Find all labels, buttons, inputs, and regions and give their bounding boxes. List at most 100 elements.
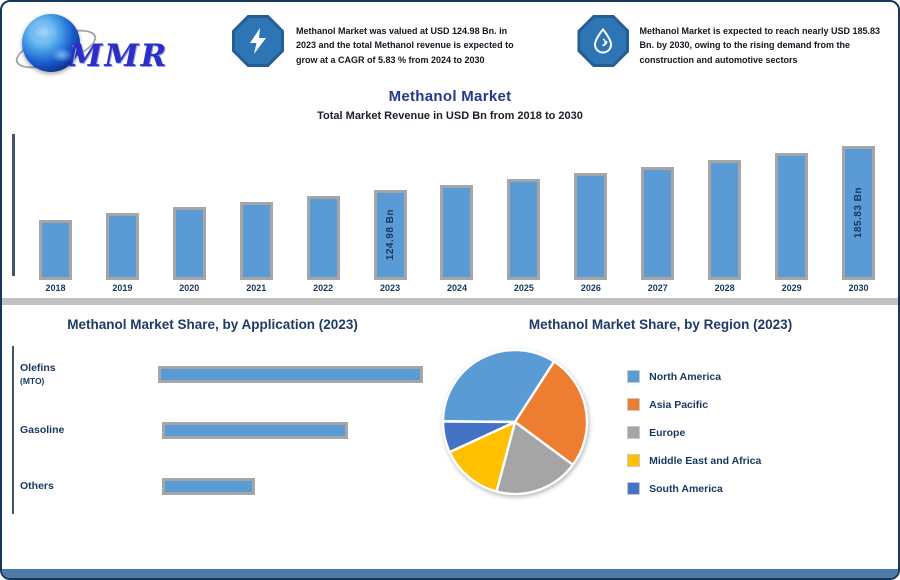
application-chart-title: Methanol Market Share, by Application (2…: [67, 317, 358, 332]
bar-2025: [507, 179, 541, 280]
bar-column-2019: 2019: [89, 130, 156, 296]
x-tick-label: 2020: [179, 283, 200, 293]
bar-column-2024: 2024: [424, 130, 491, 296]
x-tick-label: 2030: [848, 283, 869, 293]
pie-legend: North America Asia Pacific Europe Middle Ea…: [627, 370, 761, 510]
legend-swatch: [627, 454, 641, 467]
title-block: Methanol Market Total Market Revenue in …: [2, 88, 898, 122]
lightning-icon: [235, 18, 281, 64]
application-share-panel: Methanol Market Share, by Application (2…: [2, 313, 424, 522]
x-tick-label: 2027: [647, 283, 668, 293]
bar-2020: [172, 207, 206, 280]
footer-strip: [2, 569, 898, 578]
bar-2021: [239, 202, 273, 280]
hbar-3: [162, 477, 255, 495]
bar-column-2027: 2027: [624, 130, 691, 296]
bottom-section: Methanol Market Share, by Application (2…: [2, 313, 898, 522]
bar-column-2029: 2029: [758, 130, 825, 296]
legend-label: South America: [649, 482, 723, 495]
legend-swatch: [627, 426, 641, 439]
page-title: Methanol Market: [388, 88, 512, 105]
bar-2030: 185.83 Bn: [842, 146, 876, 280]
bar-column-2020: 2020: [156, 130, 223, 296]
bar-2018: [38, 220, 72, 280]
bar-value-label: 124.98 Bn: [384, 209, 396, 261]
application-bar-chart: Olefins (MTO) Gasoline Others: [12, 346, 424, 522]
region-pie-area: North America Asia Pacific Europe Middle Ea…: [423, 344, 898, 510]
legend-label: Asia Pacific: [649, 398, 709, 411]
page-subtitle: Total Market Revenue in USD Bn from 2018…: [317, 110, 583, 122]
legend-item-south-america: South America: [627, 482, 761, 495]
header-stat-2: Methanol Market is expected to reach nea…: [639, 26, 881, 65]
hbar-row-3: Others: [12, 458, 423, 514]
x-tick-label: 2023: [380, 283, 401, 293]
y-axis-line: [12, 134, 15, 276]
bar-2022: [306, 196, 340, 280]
bar-column-2026: 2026: [557, 130, 624, 296]
x-tick-label: 2019: [112, 283, 133, 293]
hbar-row-1: Olefins (MTO): [12, 346, 424, 402]
hbar-row-2: Gasoline: [12, 402, 423, 458]
x-tick-label: 2018: [45, 283, 66, 293]
bar-column-2025: 2025: [490, 130, 557, 296]
legend-swatch: [627, 482, 641, 495]
category-label: Olefins: [20, 362, 56, 374]
flame-drop-badge: [577, 15, 630, 67]
globe-logo-icon: [22, 14, 80, 72]
bar-2029: [775, 153, 809, 280]
section-divider: [2, 298, 898, 305]
legend-swatch: [627, 370, 641, 383]
header: MMR Methanol Market was valued at USD 12…: [2, 2, 898, 86]
x-tick-label: 2028: [714, 283, 735, 293]
legend-label: Europe: [649, 426, 686, 439]
x-tick-label: 2024: [446, 283, 467, 293]
x-tick-label: 2029: [781, 283, 802, 293]
legend-item-north-america: North America: [627, 370, 761, 383]
x-tick-label: 2025: [513, 283, 534, 293]
hbar-label-box: Gasoline: [12, 424, 162, 436]
hbar-rows: Olefins (MTO) Gasoline Others: [12, 346, 424, 514]
bar-2023: 124.98 Bn: [373, 190, 407, 280]
legend-item-middle-east-and-africa: Middle East and Africa: [627, 454, 761, 467]
logo-text: MMR: [68, 38, 169, 74]
hbar-label-box: Others: [12, 480, 162, 492]
bar-column-2030: 185.83 Bn 2030: [825, 130, 892, 296]
mmr-logo: MMR: [11, 12, 220, 84]
region-pie-chart: [441, 348, 589, 496]
bar-2024: [440, 185, 474, 280]
bar-column-2018: 2018: [22, 130, 89, 296]
category-label: Others: [20, 480, 54, 492]
bar-2019: [105, 213, 139, 280]
category-sublabel: (MTO): [20, 376, 45, 386]
x-tick-label: 2026: [580, 283, 601, 293]
bar-value-label: 185.83 Bn: [853, 187, 865, 239]
bar-column-2028: 2028: [691, 130, 758, 296]
hbar-2: [162, 421, 348, 439]
legend-item-asia-pacific: Asia Pacific: [627, 398, 761, 411]
legend-label: North America: [649, 370, 722, 383]
pie-slice-asia-pacific: [513, 360, 589, 467]
legend-label: Middle East and Africa: [649, 454, 762, 467]
pie-slice-south-america: [441, 420, 517, 454]
hbar-1: [157, 365, 424, 383]
bars-row: 2018 2019 2020 2021 2022 124.98 Bn 2023 2024 202…: [12, 130, 892, 296]
legend-swatch: [627, 398, 641, 411]
pie-slice-middle-east-and-africa: [448, 420, 517, 493]
flame-drop-icon: [580, 18, 627, 64]
category-label: Gasoline: [20, 424, 65, 436]
bar-2026: [574, 173, 608, 280]
pie-slice-europe: [495, 420, 575, 496]
region-chart-title: Methanol Market Share, by Region (2023): [528, 317, 793, 332]
header-stat-1: Methanol Market was valued at USD 124.98…: [296, 26, 514, 65]
lightning-badge: [232, 15, 284, 67]
bar-column-2021: 2021: [223, 130, 290, 296]
x-tick-label: 2021: [246, 283, 267, 293]
hbar-axis-line: [12, 346, 14, 514]
hbar-label-box: Olefins (MTO): [12, 362, 158, 386]
region-share-panel: Methanol Market Share, by Region (2023) …: [423, 313, 898, 522]
bar-2028: [708, 160, 742, 280]
revenue-bar-chart: 2018 2019 2020 2021 2022 124.98 Bn 2023 2024 202…: [12, 130, 892, 296]
legend-item-europe: Europe: [627, 426, 761, 439]
bar-2027: [641, 167, 675, 280]
